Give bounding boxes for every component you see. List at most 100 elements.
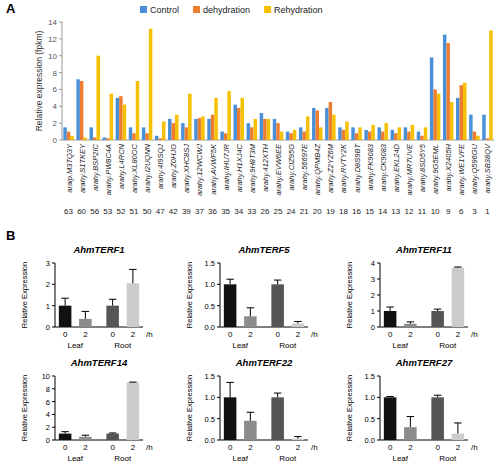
bars xyxy=(224,382,304,440)
legend-label: Rehydration xyxy=(274,5,323,15)
y-tick xyxy=(217,418,220,419)
error-cap xyxy=(247,307,255,308)
bar xyxy=(214,98,217,140)
category-number: 11 xyxy=(418,207,427,216)
bar xyxy=(302,132,305,140)
y-tick-label: 1.0 xyxy=(205,393,215,402)
x-tick-label: arahy.9G5EML xyxy=(431,144,440,194)
bar xyxy=(67,132,70,140)
error-bar xyxy=(61,298,69,305)
bar xyxy=(76,79,79,140)
bar xyxy=(411,125,414,140)
bar xyxy=(338,127,341,140)
y-tick xyxy=(52,376,55,377)
bar xyxy=(168,119,171,140)
x-tick-label: 0 xyxy=(228,330,233,339)
bar xyxy=(188,94,191,140)
bar xyxy=(237,108,240,140)
bar xyxy=(273,119,276,140)
y-tick-label: 0.0 xyxy=(205,323,215,332)
category-number: 12 xyxy=(404,207,413,216)
x-tick-label: arahy.Q596GU xyxy=(470,143,479,193)
category-number: 18 xyxy=(339,207,348,216)
error-bar xyxy=(82,435,90,437)
x-tick-label: 2 xyxy=(83,443,88,452)
y-axis-label: Relative Expression xyxy=(345,262,354,328)
x-tick-label: arahy.9H8T3M xyxy=(248,143,257,193)
y-tick xyxy=(59,140,62,141)
error-bar xyxy=(61,432,69,434)
bar xyxy=(407,132,410,140)
y-tick xyxy=(52,401,55,402)
error-line xyxy=(85,311,86,318)
error-cap xyxy=(247,412,255,413)
y-tick xyxy=(59,38,62,39)
bar xyxy=(110,94,113,140)
x-tick-label: 2 xyxy=(296,443,301,452)
y-tick xyxy=(377,397,380,398)
y-tick-label: 1 xyxy=(46,302,50,311)
chart-title: AhmTERF27 xyxy=(395,357,453,368)
error-line xyxy=(410,417,411,428)
category-number: 34 xyxy=(234,207,243,216)
bar xyxy=(476,136,479,140)
x-tick-label: 0 xyxy=(388,330,393,339)
x-unit: /h xyxy=(311,443,318,452)
y-tick xyxy=(217,284,220,285)
error-bar xyxy=(109,299,117,305)
bar xyxy=(263,119,266,140)
chart-title: AhmTERF1 xyxy=(72,244,124,255)
category-number: 10 xyxy=(431,207,440,216)
x-unit: /h xyxy=(471,330,478,339)
error-cap xyxy=(454,267,462,268)
bar xyxy=(59,434,72,440)
error-cap xyxy=(61,298,69,299)
error-line xyxy=(112,299,113,305)
bar xyxy=(351,127,354,140)
y-axis-label: Relative Expression xyxy=(20,262,29,328)
y-tick xyxy=(52,388,55,389)
bar xyxy=(404,127,407,140)
category-number: 20 xyxy=(313,207,322,216)
bar xyxy=(260,113,263,140)
legend-swatch xyxy=(193,6,200,13)
bar xyxy=(127,382,140,440)
bar xyxy=(224,284,237,327)
bar xyxy=(96,56,99,140)
bar xyxy=(316,111,319,141)
error-cap xyxy=(109,299,117,300)
y-tick xyxy=(217,327,220,328)
x-tick-label: 0 xyxy=(388,443,393,452)
bar xyxy=(384,397,397,440)
y-tick xyxy=(52,414,55,415)
error-line xyxy=(277,280,278,284)
y-tick xyxy=(52,284,55,285)
y-tick xyxy=(377,418,380,419)
group-label: Leaf xyxy=(392,341,408,350)
x-tick-label: arahy.L4RCN xyxy=(117,143,126,188)
category-number: 52 xyxy=(116,207,125,216)
y-tick-label: 0 xyxy=(371,323,375,332)
bar xyxy=(211,115,214,140)
category-number: 60 xyxy=(77,207,86,216)
y-tick-label: 2 xyxy=(371,291,375,300)
y-tick-label: 14 xyxy=(48,18,57,27)
y-tick-label: 1.5 xyxy=(365,372,375,381)
category-number: 13 xyxy=(391,207,400,216)
chart-title: AhmTERF11 xyxy=(395,244,452,255)
group-label: Leaf xyxy=(232,454,248,463)
bar xyxy=(201,116,204,140)
bar xyxy=(175,115,178,140)
bar xyxy=(207,119,210,140)
category-number: 16 xyxy=(352,207,361,216)
error-bar xyxy=(434,309,442,311)
x-tick-label: arahy.IHU7JR xyxy=(222,143,231,190)
group-label: Leaf xyxy=(232,341,248,350)
error-line xyxy=(65,298,66,305)
x-tick-label: 0 xyxy=(110,330,115,339)
error-bar xyxy=(386,396,394,398)
error-cap xyxy=(226,279,234,280)
x-tick-label: 2 xyxy=(131,330,136,339)
error-cap xyxy=(226,382,234,383)
bar xyxy=(198,118,201,140)
